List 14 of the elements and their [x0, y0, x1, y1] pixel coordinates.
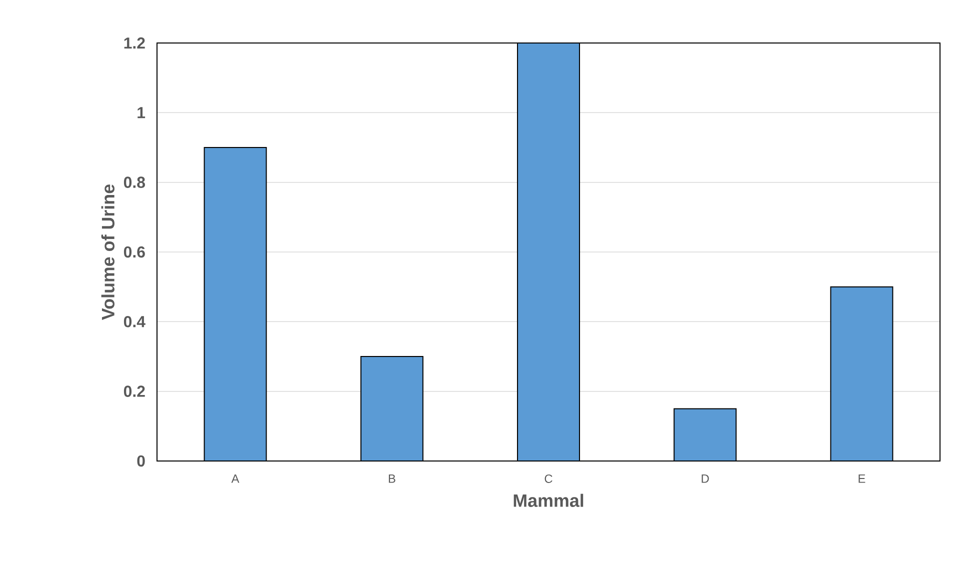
x-tick-label: E: [858, 474, 866, 483]
y-tick-label: 1.2: [124, 37, 145, 49]
x-tick-label: B: [388, 474, 396, 483]
y-tick-label: 0.8: [124, 176, 145, 188]
x-tick-label: A: [231, 474, 240, 483]
x-tick-label: C: [544, 474, 552, 483]
y-tick-label: 0.6: [124, 246, 145, 258]
y-tick-label: 0.2: [124, 386, 145, 397]
x-tick-label: D: [702, 474, 709, 483]
y-tick-label: 0.4: [124, 316, 146, 328]
y-tick-label: 1: [138, 107, 146, 118]
y-tick-label: 0: [137, 455, 145, 467]
y-axis-title: Volume of Urine: [101, 184, 114, 320]
x-axis-title: Mammal: [514, 494, 584, 507]
